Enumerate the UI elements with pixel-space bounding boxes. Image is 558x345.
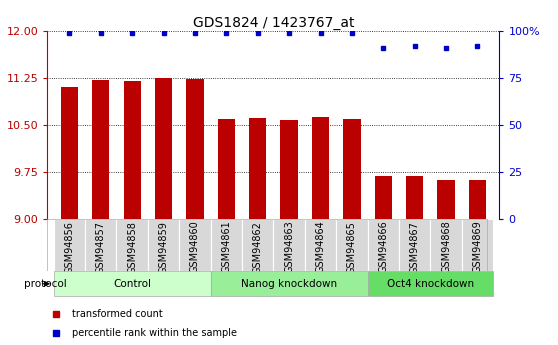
Bar — [148, 219, 179, 271]
Bar — [54, 271, 211, 296]
Text: GSM94868: GSM94868 — [441, 221, 451, 273]
Bar — [117, 219, 148, 271]
Text: Control: Control — [113, 279, 151, 289]
Text: GSM94860: GSM94860 — [190, 221, 200, 273]
Text: GSM94864: GSM94864 — [315, 221, 325, 273]
Bar — [469, 180, 486, 219]
Text: GSM94867: GSM94867 — [410, 221, 420, 274]
Bar — [211, 271, 368, 296]
Bar — [85, 219, 117, 271]
Text: GSM94862: GSM94862 — [253, 221, 263, 274]
Bar — [312, 117, 329, 219]
Bar — [211, 219, 242, 271]
Bar — [218, 119, 235, 219]
Text: GSM94865: GSM94865 — [347, 221, 357, 274]
Text: GSM94869: GSM94869 — [473, 221, 483, 273]
Bar — [179, 219, 211, 271]
Bar — [92, 80, 109, 219]
Bar — [368, 219, 399, 271]
Text: GSM94861: GSM94861 — [222, 221, 232, 273]
Text: GSM94857: GSM94857 — [96, 221, 106, 274]
Text: GSM94858: GSM94858 — [127, 221, 137, 274]
Bar — [430, 219, 462, 271]
Text: GSM94859: GSM94859 — [158, 221, 169, 274]
Bar — [61, 88, 78, 219]
Bar — [336, 219, 368, 271]
Bar — [399, 219, 430, 271]
Bar — [249, 118, 266, 219]
Bar — [155, 78, 172, 219]
Bar — [54, 219, 85, 271]
Bar — [406, 176, 424, 219]
Bar — [368, 271, 493, 296]
Text: Oct4 knockdown: Oct4 knockdown — [387, 279, 474, 289]
Title: GDS1824 / 1423767_at: GDS1824 / 1423767_at — [193, 16, 354, 30]
Text: Nanog knockdown: Nanog knockdown — [241, 279, 337, 289]
Text: GSM94863: GSM94863 — [284, 221, 294, 273]
Text: percentile rank within the sample: percentile rank within the sample — [73, 328, 237, 338]
Text: protocol: protocol — [24, 279, 66, 289]
Text: GSM94866: GSM94866 — [378, 221, 388, 273]
Bar — [242, 219, 273, 271]
Text: GSM94856: GSM94856 — [64, 221, 74, 274]
Bar — [374, 176, 392, 219]
Bar — [462, 219, 493, 271]
Bar — [343, 119, 360, 219]
Bar — [437, 180, 455, 219]
Bar — [305, 219, 336, 271]
Bar — [186, 79, 204, 219]
Text: transformed count: transformed count — [73, 309, 163, 319]
Bar — [273, 219, 305, 271]
Bar — [123, 81, 141, 219]
Bar — [281, 120, 298, 219]
